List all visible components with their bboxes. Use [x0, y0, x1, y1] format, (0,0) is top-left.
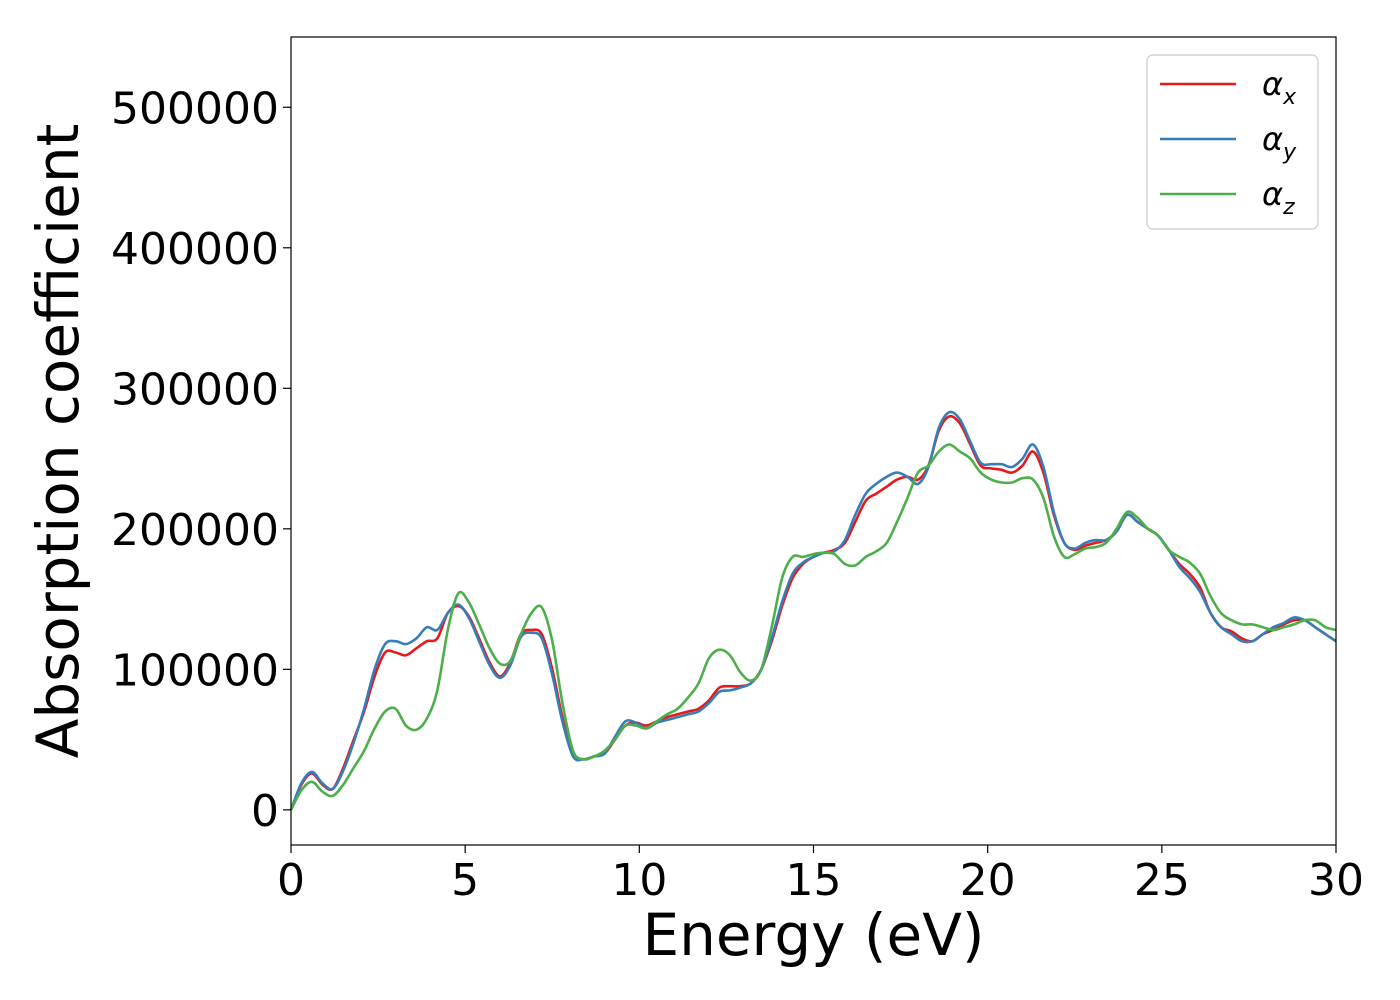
x-tick-label: 15 [786, 855, 842, 906]
y-tick-label: 100000 [111, 645, 279, 696]
y-tick-label: 500000 [111, 83, 279, 134]
x-tick-label: 20 [960, 855, 1016, 906]
legend-box [1146, 54, 1319, 230]
legend-label-y: αy [1262, 120, 1297, 165]
series-line-z [289, 443, 1337, 811]
y-axis-title: Absorption coefficient [24, 124, 92, 759]
x-tick-label: 0 [277, 855, 305, 906]
x-axis-title: Energy (eV) [642, 901, 984, 969]
x-tick-label: 10 [611, 855, 667, 906]
x-tick-label: 30 [1308, 855, 1364, 906]
legend-label-z: αz [1262, 175, 1295, 220]
y-tick-label: 300000 [111, 364, 279, 415]
x-axis: 0 5 10 15 20 25 30 [277, 845, 1364, 906]
plot-lines [289, 410, 1337, 811]
y-tick-label: 0 [251, 786, 279, 837]
x-tick-label: 5 [451, 855, 479, 906]
y-tick-label: 200000 [111, 505, 279, 556]
x-tick-label: 25 [1134, 855, 1190, 906]
y-tick-label: 400000 [111, 224, 279, 275]
legend-label-x: αx [1262, 65, 1297, 110]
legend: αx αy αz [1146, 54, 1319, 230]
y-axis: 0 100000 200000 300000 400000 500000 [111, 83, 291, 837]
